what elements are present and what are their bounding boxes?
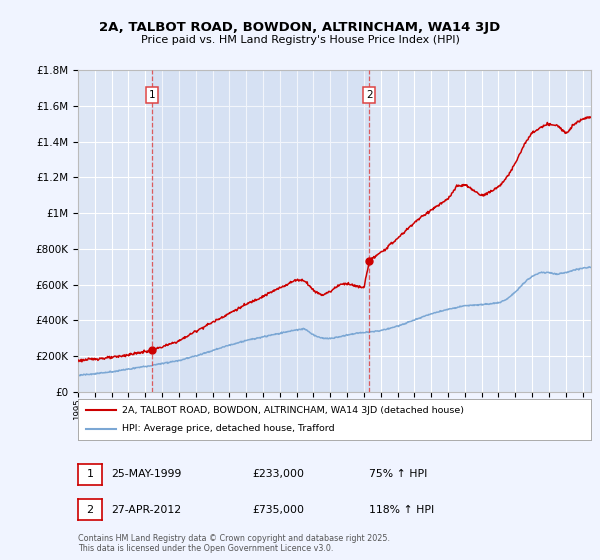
Text: 2A, TALBOT ROAD, BOWDON, ALTRINCHAM, WA14 3JD: 2A, TALBOT ROAD, BOWDON, ALTRINCHAM, WA1… xyxy=(100,21,500,34)
Text: 1: 1 xyxy=(86,469,94,479)
Text: Contains HM Land Registry data © Crown copyright and database right 2025.
This d: Contains HM Land Registry data © Crown c… xyxy=(78,534,390,553)
Text: 2: 2 xyxy=(366,90,373,100)
Text: 75% ↑ HPI: 75% ↑ HPI xyxy=(369,469,427,479)
Text: HPI: Average price, detached house, Trafford: HPI: Average price, detached house, Traf… xyxy=(122,424,334,433)
Text: £735,000: £735,000 xyxy=(252,505,304,515)
Bar xyxy=(152,70,370,392)
Text: Price paid vs. HM Land Registry's House Price Index (HPI): Price paid vs. HM Land Registry's House … xyxy=(140,35,460,45)
Text: 1: 1 xyxy=(149,90,155,100)
Text: £233,000: £233,000 xyxy=(252,469,304,479)
Text: 25-MAY-1999: 25-MAY-1999 xyxy=(111,469,181,479)
Text: 27-APR-2012: 27-APR-2012 xyxy=(111,505,181,515)
Text: 2: 2 xyxy=(86,505,94,515)
Text: 2A, TALBOT ROAD, BOWDON, ALTRINCHAM, WA14 3JD (detached house): 2A, TALBOT ROAD, BOWDON, ALTRINCHAM, WA1… xyxy=(122,405,464,414)
Text: 118% ↑ HPI: 118% ↑ HPI xyxy=(369,505,434,515)
